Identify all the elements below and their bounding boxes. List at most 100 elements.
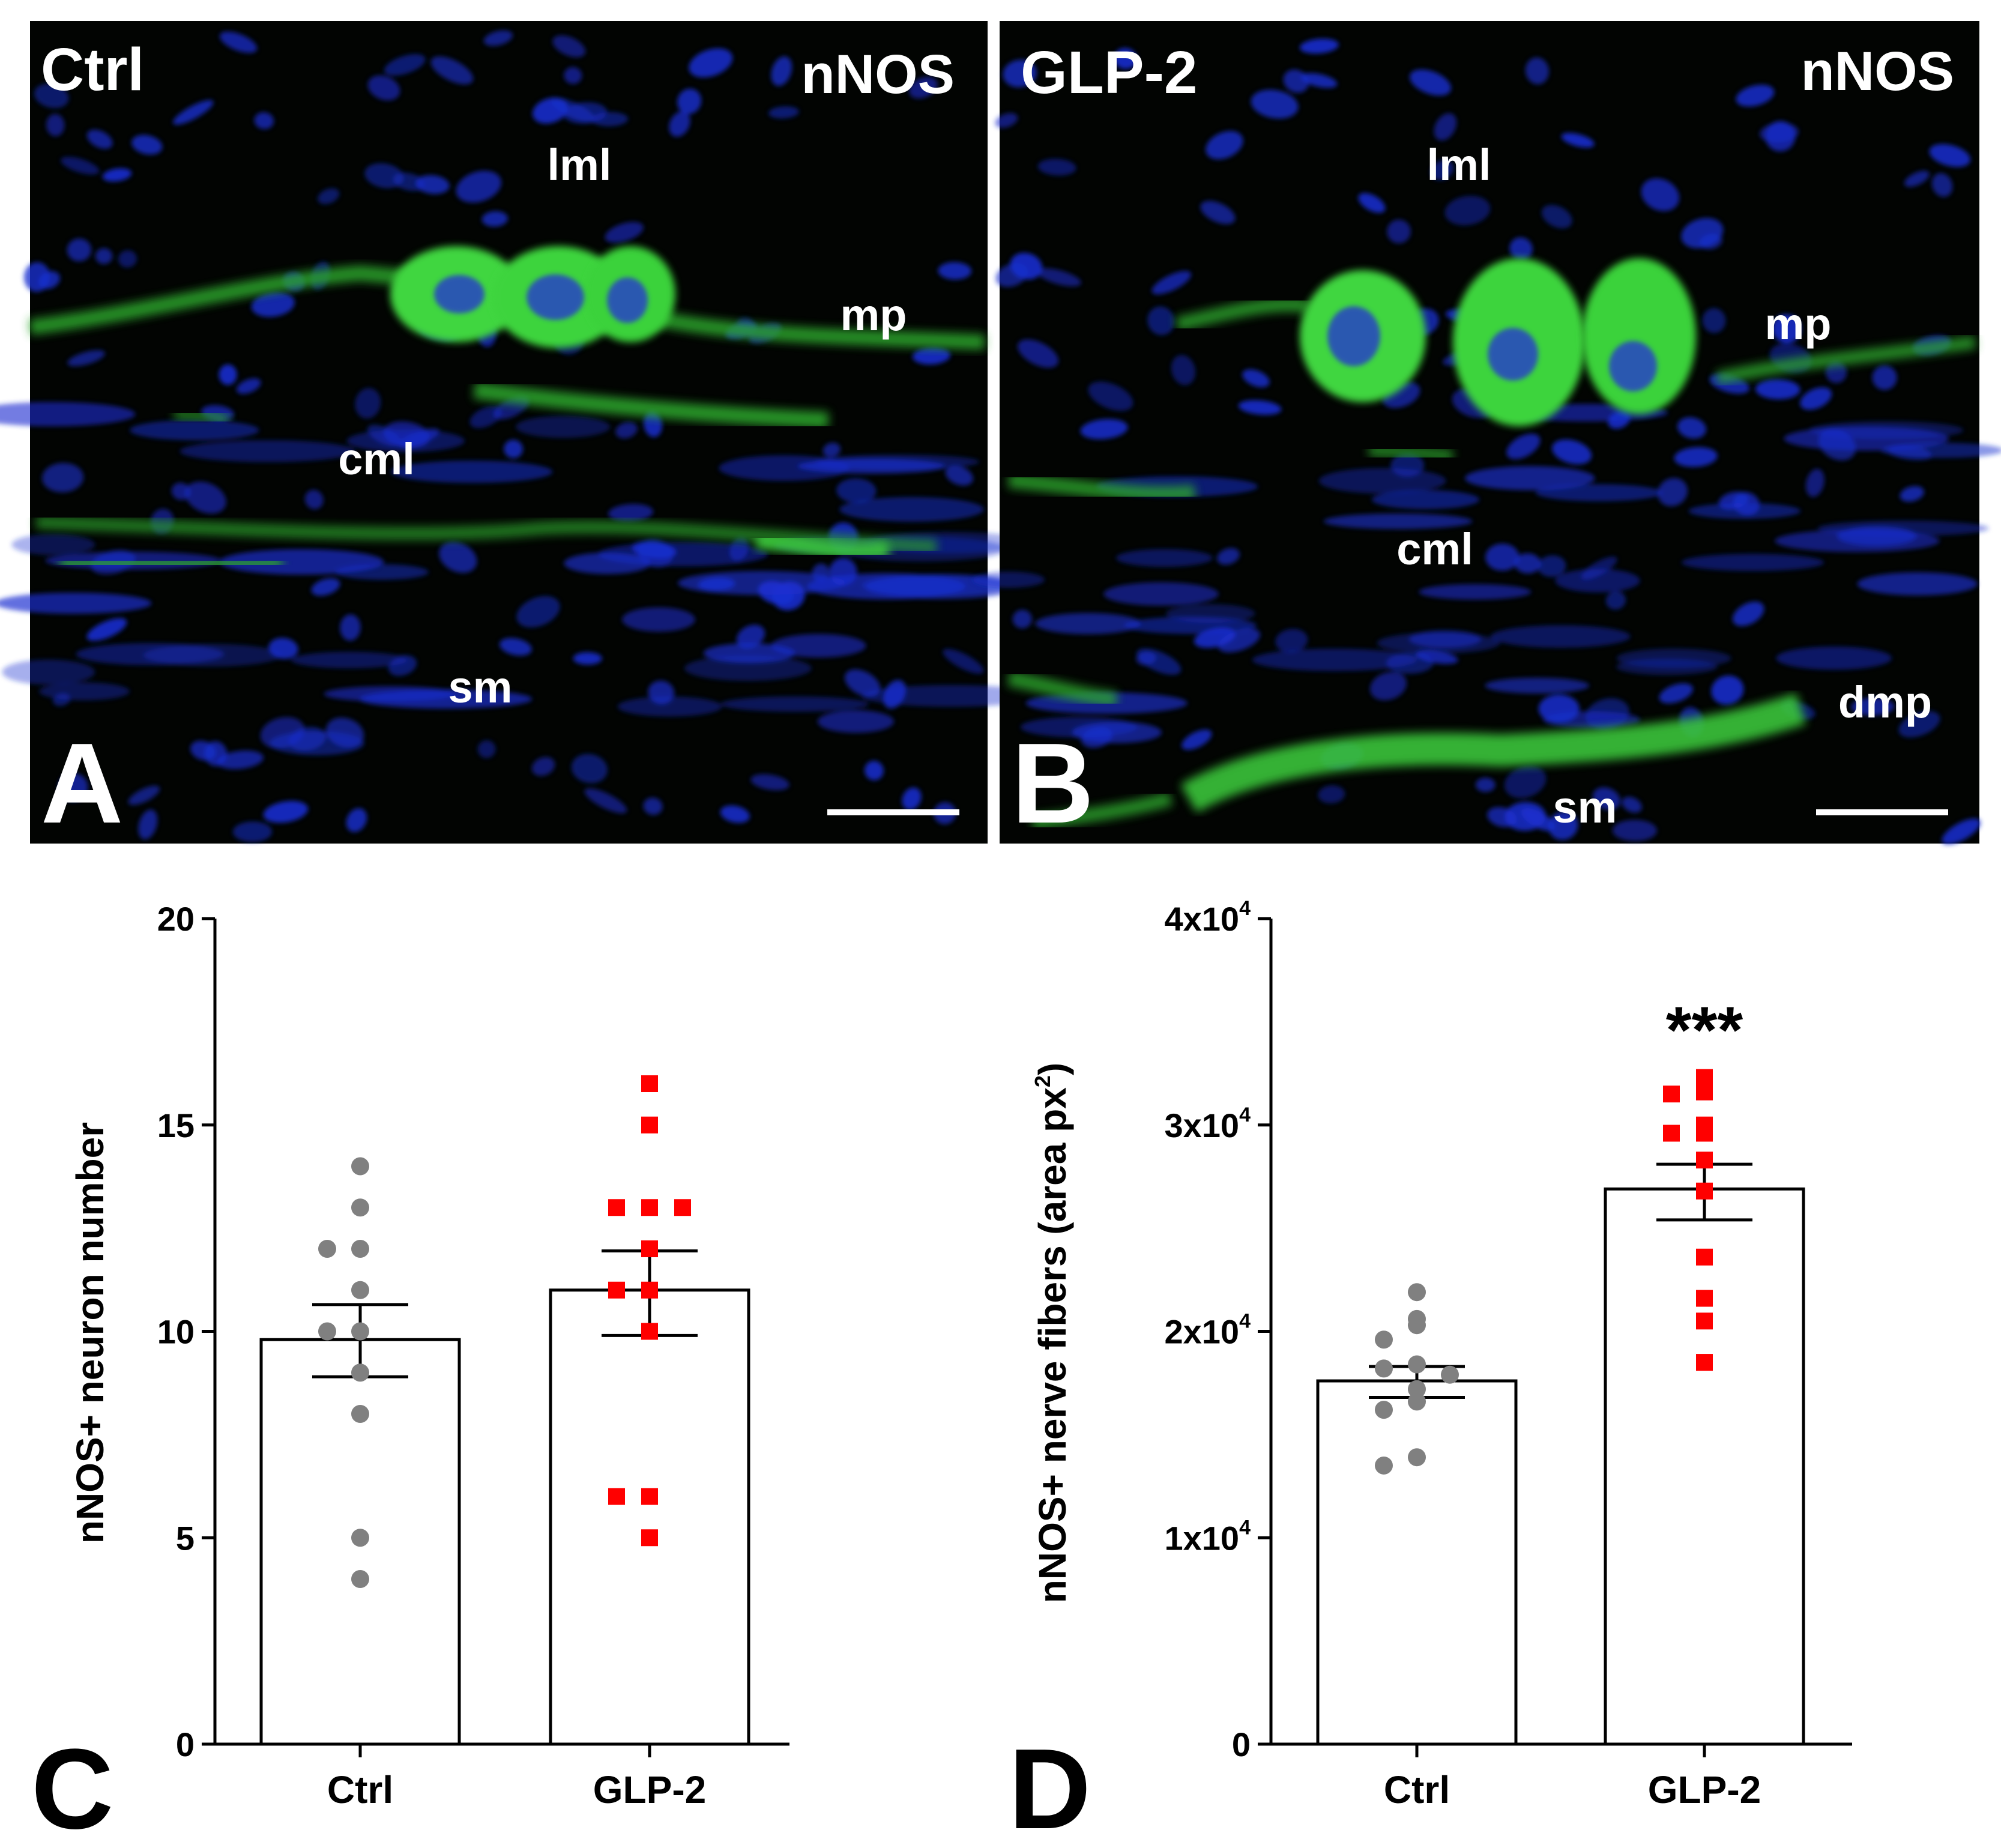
nucleus [483, 30, 513, 46]
nucleus [1622, 797, 1642, 813]
nucleus [617, 696, 722, 717]
nucleus [190, 740, 216, 761]
panel-letter-d: D [1009, 1726, 1091, 1848]
annotation-a-cml: cml [338, 434, 415, 484]
nucleus [1182, 729, 1212, 750]
nucleus [263, 800, 309, 823]
nucleus [415, 175, 450, 195]
y-tick-label: 15 [157, 1107, 195, 1144]
nucleus [1555, 569, 1640, 593]
nucleus [938, 262, 972, 280]
panel-a-stain-label: nNOS [801, 44, 955, 105]
annotation-b-mp: mp [1765, 299, 1832, 349]
nucleus [1552, 439, 1592, 465]
nucleus [291, 651, 408, 669]
nucleus [684, 656, 812, 681]
nucleus [129, 420, 259, 441]
nucleus [902, 787, 922, 810]
nucleus [531, 756, 555, 776]
nucleus [1275, 629, 1308, 653]
nucleus [1012, 609, 1032, 629]
nucleus [1525, 57, 1549, 85]
nucleus [1010, 252, 1043, 280]
panel-a-group-label: Ctrl [41, 36, 144, 103]
nucleus [598, 542, 768, 567]
nucleus [1217, 548, 1240, 565]
x-tick-label: GLP-2 [593, 1768, 706, 1811]
nucleus [1252, 648, 1417, 671]
nucleus [1674, 447, 1718, 467]
nucleus [643, 797, 663, 815]
nucleus [131, 134, 163, 155]
data-point [1696, 1248, 1713, 1266]
scale-bar-a [827, 809, 959, 815]
nucleus [1772, 314, 1801, 343]
nucleus [1857, 572, 1978, 596]
nucleus [1509, 237, 1533, 260]
nucleus [1702, 308, 1726, 333]
nucleus [1505, 802, 1546, 831]
y-tick-label: 2x104 [1165, 1310, 1251, 1351]
data-point [641, 1240, 658, 1257]
nucleus [439, 542, 477, 573]
nucleus [340, 614, 361, 641]
nucleus [797, 458, 946, 474]
bar-glp-2 [1604, 1187, 1805, 1746]
data-point [318, 1322, 336, 1341]
nucleus [318, 188, 340, 205]
nucleus [346, 808, 367, 832]
chart-c-y-ticks: 0 5 10 15 20 [157, 900, 215, 1763]
panel-a-micrograph: Ctrl nNOS lml mp cml sm A [0, 21, 1042, 847]
nucleus [1387, 219, 1411, 244]
nnos-staining-a [29, 246, 985, 572]
data-point [1696, 1312, 1713, 1330]
nucleus [1851, 698, 1895, 716]
nucleus [1535, 484, 1663, 501]
nucleus [1037, 159, 1076, 176]
nucleus [817, 710, 895, 733]
nucleus [1465, 466, 1595, 491]
nucleus [608, 504, 654, 522]
nucleus [1171, 355, 1196, 385]
data-point [351, 1322, 369, 1341]
panel-b-micrograph: GLP-2 nNOS lml mp cml dmp sm B [973, 21, 2001, 847]
data-point [641, 1323, 658, 1340]
nucleus [943, 648, 984, 674]
nucleus [573, 652, 602, 665]
nucleus [171, 482, 190, 500]
nucleus [605, 222, 644, 243]
nucleus [584, 788, 627, 814]
nucleus [945, 465, 973, 486]
nucleus [1805, 468, 1824, 497]
nucleus [1681, 554, 1824, 572]
nucleus [1151, 271, 1192, 295]
chart-c-points [318, 1075, 691, 1588]
nucleus [736, 624, 765, 648]
nucleus [564, 67, 582, 84]
nucleus [1323, 513, 1473, 530]
data-point [1408, 1355, 1426, 1374]
data-point [1441, 1365, 1459, 1384]
data-point [318, 1240, 336, 1258]
nucleus [1485, 677, 1590, 694]
chart-c-y-axis-label: nNOS+ neuron number [68, 1122, 112, 1544]
data-point [641, 1529, 658, 1547]
nucleus [913, 347, 950, 365]
y-tick-label: 0 [176, 1726, 195, 1763]
annotation-a-lml: lml [548, 140, 612, 190]
data-point [674, 1199, 691, 1216]
data-point [641, 1075, 658, 1092]
nucleus [1410, 69, 1452, 96]
nucleus [1736, 85, 1775, 107]
nucleus [86, 618, 127, 641]
nucleus [995, 113, 1018, 128]
nucleus [1711, 675, 1744, 705]
annotation-b-dmp: dmp [1838, 677, 1932, 727]
nucleus [0, 593, 152, 614]
nucleus [1900, 486, 1924, 502]
x-tick-label: GLP-2 [1648, 1768, 1761, 1811]
nucleus [118, 250, 137, 268]
nucleus [1238, 400, 1282, 415]
nucleus [1688, 503, 1801, 519]
